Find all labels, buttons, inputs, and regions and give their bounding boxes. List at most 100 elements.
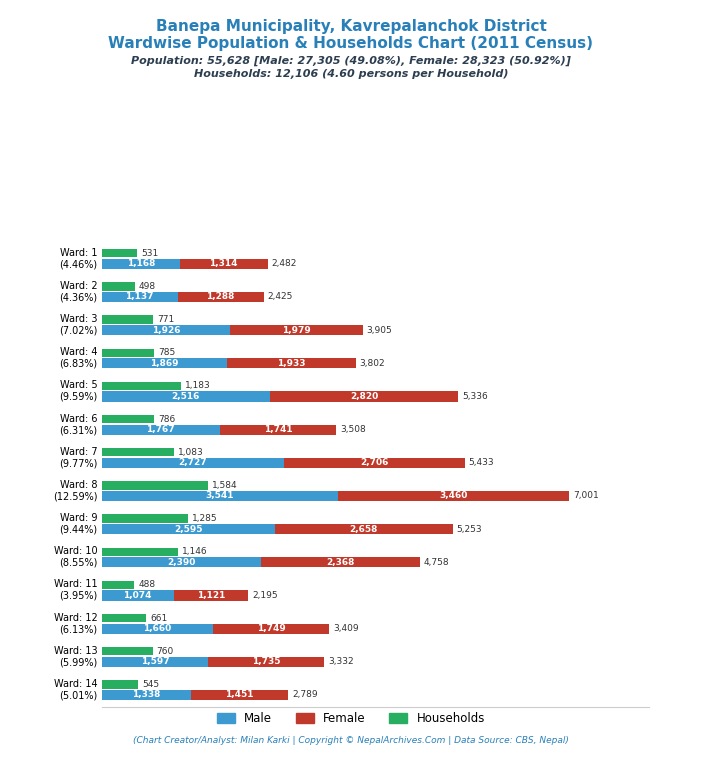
Bar [102,657,208,667]
Text: 1,735: 1,735 [252,657,281,667]
Bar [173,591,249,601]
Bar [102,349,154,357]
Text: 5,336: 5,336 [462,392,488,401]
Text: 1,933: 1,933 [277,359,305,368]
Text: 4,758: 4,758 [423,558,449,567]
Bar [102,491,338,501]
Bar [102,382,181,390]
Bar [208,657,324,667]
Bar [102,292,178,302]
Text: 7,001: 7,001 [574,492,599,501]
Legend: Male, Female, Households: Male, Female, Households [213,707,489,730]
Text: 1,979: 1,979 [282,326,311,335]
Bar [102,558,261,568]
Text: 2,516: 2,516 [171,392,200,401]
Text: Households: 12,106 (4.60 persons per Household): Households: 12,106 (4.60 persons per Hou… [194,69,508,79]
Text: 498: 498 [139,282,156,291]
Text: 1,869: 1,869 [150,359,178,368]
Text: 3,460: 3,460 [439,492,468,501]
Text: 1,083: 1,083 [178,448,204,457]
Text: 1,767: 1,767 [147,425,175,434]
Bar [102,482,208,489]
Bar [102,548,178,556]
Text: 1,451: 1,451 [225,690,254,700]
Text: 488: 488 [138,581,156,589]
Text: 1,168: 1,168 [126,260,155,268]
Text: 1,288: 1,288 [206,293,235,302]
Bar [275,524,453,535]
Bar [102,690,191,700]
Text: 5,433: 5,433 [469,458,494,467]
Text: 1,183: 1,183 [185,382,211,390]
Text: 3,409: 3,409 [333,624,359,633]
Bar [230,325,362,335]
Text: 5,253: 5,253 [456,525,482,534]
Text: Population: 55,628 [Male: 27,305 (49.08%), Female: 28,323 (50.92%)]: Population: 55,628 [Male: 27,305 (49.08%… [131,55,571,65]
Bar [102,392,270,402]
Text: 2,658: 2,658 [350,525,378,534]
Text: 1,749: 1,749 [257,624,286,633]
Text: 786: 786 [158,415,176,423]
Text: 1,741: 1,741 [263,425,292,434]
Text: 3,332: 3,332 [329,657,354,667]
Bar [191,690,288,700]
Text: 2,595: 2,595 [174,525,203,534]
Text: 545: 545 [143,680,159,689]
Bar [338,491,569,501]
Bar [102,515,187,523]
Bar [180,259,267,269]
Text: 1,597: 1,597 [141,657,169,667]
Bar [213,624,329,634]
Text: 661: 661 [150,614,167,623]
Bar [102,425,220,435]
Bar [102,680,138,688]
Text: 760: 760 [157,647,174,656]
Text: 1,146: 1,146 [183,548,208,556]
Text: 2,820: 2,820 [350,392,378,401]
Text: 3,802: 3,802 [359,359,385,368]
Text: 2,425: 2,425 [267,293,293,302]
Bar [102,448,174,456]
Text: 1,121: 1,121 [197,591,225,600]
Text: 785: 785 [158,348,176,357]
Text: 3,541: 3,541 [206,492,234,501]
Text: 3,508: 3,508 [340,425,366,434]
Text: 1,584: 1,584 [211,481,237,490]
Bar [227,358,356,369]
Bar [102,624,213,634]
Text: 1,137: 1,137 [126,293,154,302]
Bar [102,647,152,655]
Bar [102,591,173,601]
Bar [220,425,336,435]
Text: 1,926: 1,926 [152,326,180,335]
Text: 2,390: 2,390 [167,558,196,567]
Bar [261,558,420,568]
Bar [102,259,180,269]
Text: 2,706: 2,706 [360,458,388,467]
Text: 2,482: 2,482 [272,260,297,268]
Bar [178,292,264,302]
Text: 1,314: 1,314 [209,260,238,268]
Bar [102,581,134,589]
Text: 531: 531 [141,249,159,258]
Bar [102,283,135,290]
Text: 1,074: 1,074 [124,591,152,600]
Text: Banepa Municipality, Kavrepalanchok District: Banepa Municipality, Kavrepalanchok Dist… [156,19,546,35]
Bar [102,316,153,323]
Text: 2,727: 2,727 [178,458,207,467]
Text: (Chart Creator/Analyst: Milan Karki | Copyright © NepalArchives.Com | Data Sourc: (Chart Creator/Analyst: Milan Karki | Co… [133,736,569,745]
Bar [102,358,227,369]
Bar [102,524,275,535]
Bar [102,415,154,423]
Text: 2,789: 2,789 [292,690,318,700]
Bar [102,325,230,335]
Bar [102,249,138,257]
Bar [270,392,458,402]
Bar [102,458,284,468]
Bar [284,458,465,468]
Text: 2,195: 2,195 [253,591,278,600]
Text: 1,660: 1,660 [143,624,171,633]
Text: 1,338: 1,338 [132,690,161,700]
Text: 1,285: 1,285 [192,514,217,523]
Text: Wardwise Population & Households Chart (2011 Census): Wardwise Population & Households Chart (… [109,36,593,51]
